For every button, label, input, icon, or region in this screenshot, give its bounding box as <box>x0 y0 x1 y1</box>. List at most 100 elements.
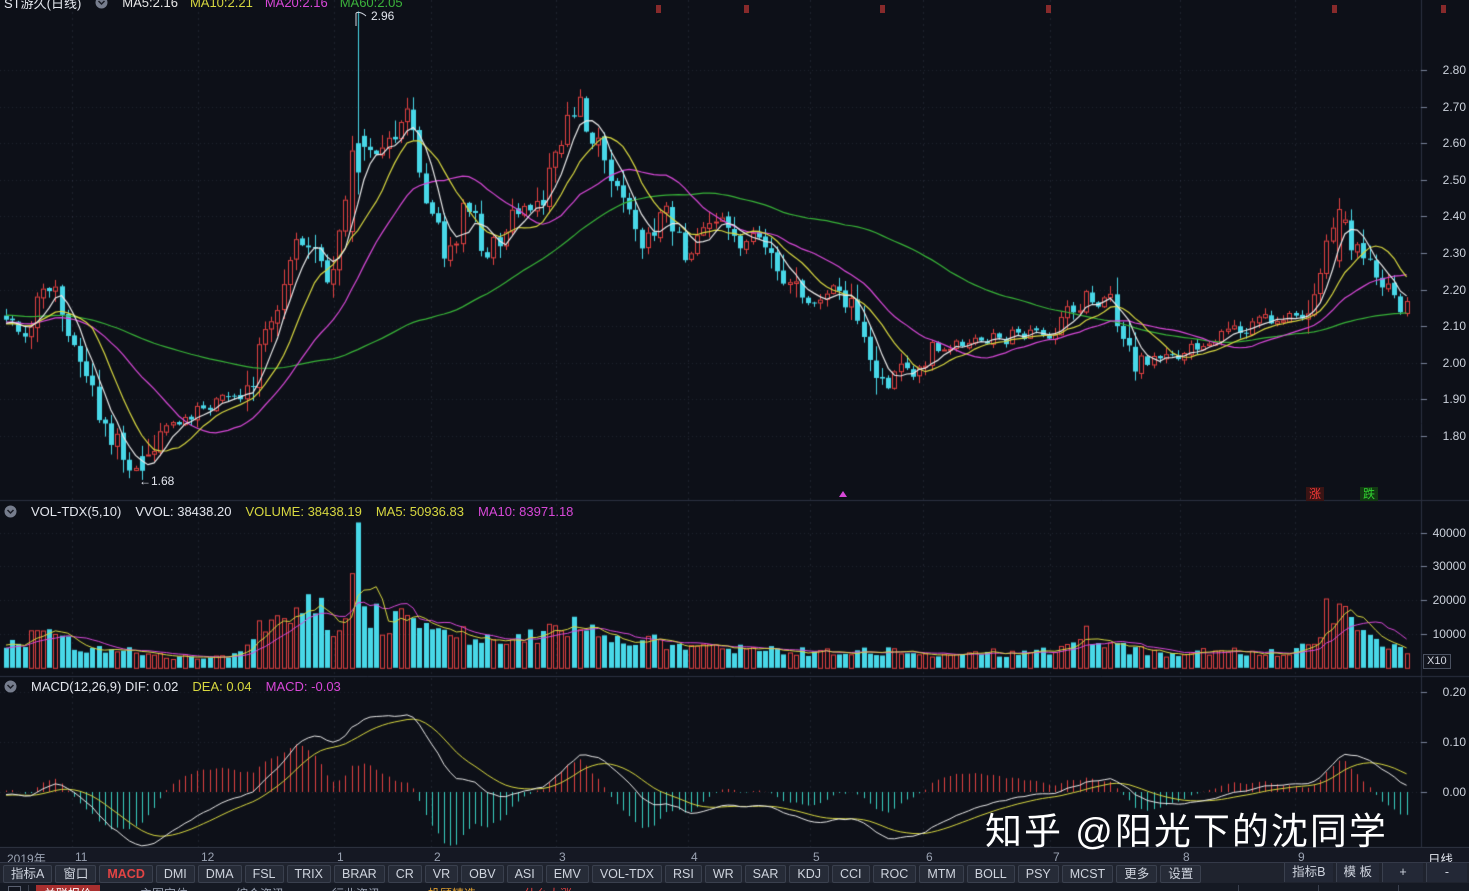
price-axis-label: 1.80 <box>1442 429 1466 443</box>
macd-axis-label: 0.20 <box>1442 685 1466 699</box>
rise-button[interactable]: 涨 <box>1306 487 1325 501</box>
macd-axis-label: 0.00 <box>1442 785 1466 799</box>
event-marker-icon <box>839 491 847 497</box>
stock-title: ST游久(日线) <box>4 0 82 11</box>
date-axis-label: 9 <box>1298 850 1305 864</box>
date-axis-label: 11 <box>75 850 88 864</box>
main-pane-header: ST游久(日线) MA5:2.16 MA10:2.21 MA20:2.16 MA60:… <box>4 0 403 12</box>
bottom-tab-关联报价[interactable]: 关联报价 <box>36 885 101 891</box>
high-arrow-icon <box>352 9 370 32</box>
ma-label: MA60:2.05 <box>339 0 403 10</box>
clipped-event-mark-icon <box>744 5 749 13</box>
indicator-button-fsl[interactable]: FSL <box>244 864 284 883</box>
macd-pane-header: MACD(12,26,9) DIF: 0.02 DEA: 0.04 MACD: -0… <box>4 679 341 694</box>
zoom-in-button[interactable]: + <box>1382 863 1423 882</box>
candlestick-chart-canvas[interactable] <box>0 0 1469 848</box>
indicator-button-emv[interactable]: EMV <box>545 864 589 883</box>
indicator-button-cr[interactable]: CR <box>387 864 422 883</box>
indicator-button-roc[interactable]: ROC <box>872 864 917 883</box>
indicator-button-更多[interactable]: 更多 <box>1116 864 1158 883</box>
indicator-button-boll[interactable]: BOLL <box>966 864 1015 883</box>
macd-header-item: MACD(12,26,9) DIF: 0.02 <box>31 679 179 694</box>
date-axis-label: 1 <box>337 850 344 864</box>
ma-values: MA5:2.16 MA10:2.21 MA20:2.16 MA60:2.05 <box>122 0 402 10</box>
template-button[interactable]: 模 板 <box>1335 863 1379 882</box>
volume-header-item: MA10: 83971.18 <box>478 504 574 519</box>
indicator-button-dma[interactable]: DMA <box>197 864 242 883</box>
collapse-chevron-icon[interactable] <box>4 505 17 518</box>
bottom-tab-行业资讯[interactable]: 行业资讯 <box>324 885 388 891</box>
indicator-button-psy[interactable]: PSY <box>1017 864 1059 883</box>
indicator-button-窗口[interactable]: 窗口 <box>55 864 97 883</box>
period-low-annotation: ←1.68 <box>139 474 175 488</box>
indicator-button-kdj[interactable]: KDJ <box>789 864 829 883</box>
volume-pane-header: VOL-TDX(5,10) VVOL: 38438.20 VOLUME: 38438… <box>4 504 573 519</box>
indicator-button-brar[interactable]: BRAR <box>333 864 385 883</box>
toolbar-right-group: 指标B 模 板 + - <box>1281 863 1467 882</box>
indicator-button-trix[interactable]: TRIX <box>286 864 331 883</box>
divider <box>1238 885 1239 891</box>
indicator-button-obv[interactable]: OBV <box>461 864 504 883</box>
clipped-event-mark-icon <box>656 5 661 13</box>
macd-axis-label: 0.10 <box>1442 735 1466 749</box>
volume-header-item: VOL-TDX(5,10) <box>31 504 122 519</box>
indicator-button-mtm[interactable]: MTM <box>919 864 964 883</box>
volume-axis-label: 40000 <box>1432 525 1466 540</box>
indicator-toolbar: 指标A 窗口 MACD DMI DMA FSL TRIX BRAR CR VR OBV ASI EMV V… <box>0 862 1469 884</box>
indicator-button-wr[interactable]: WR <box>704 864 742 883</box>
indicator-button-asi[interactable]: ASI <box>506 864 543 883</box>
price-axis-label: 2.50 <box>1442 172 1466 187</box>
bottom-tab-投顾精选[interactable]: 投顾精选 <box>420 885 484 891</box>
date-axis-label: 12 <box>201 850 215 864</box>
date-axis-label: 4 <box>691 850 698 864</box>
checkbox[interactable] <box>8 886 21 891</box>
price-axis-label: 2.80 <box>1442 63 1466 77</box>
macd-header-item: MACD: -0.03 <box>265 679 341 694</box>
indicator-button-sar[interactable]: SAR <box>744 864 787 883</box>
indicator-button-macd[interactable]: MACD <box>99 864 153 883</box>
date-axis-label: 2 <box>434 850 441 864</box>
clipped-event-mark-icon <box>1046 5 1051 13</box>
date-axis-label: 8 <box>1183 850 1190 864</box>
indicator-b-button[interactable]: 指标B <box>1284 863 1333 882</box>
ma-label: MA10:2.21 <box>189 0 253 10</box>
price-axis-label: 2.20 <box>1442 282 1466 297</box>
clipped-event-mark-icon <box>1441 5 1446 13</box>
indicator-button-vr[interactable]: VR <box>424 864 459 883</box>
period-high-annotation: 2.96 <box>371 9 395 23</box>
price-axis-label: 2.10 <box>1442 319 1466 334</box>
bottom-tab-综合资讯[interactable]: 综合资讯 <box>228 885 292 891</box>
fall-button[interactable]: 跌 <box>1360 487 1379 501</box>
bottom-tab-主图定位[interactable]: 主图定位 <box>132 885 196 891</box>
ma-label: MA5:2.16 <box>122 0 178 10</box>
volume-header-values: VOL-TDX(5,10) VVOL: 38438.20 VOLUME: 38438… <box>31 504 573 519</box>
volume-header-item: VOLUME: 38438.19 <box>245 504 362 519</box>
indicator-button-vol-tdx[interactable]: VOL-TDX <box>591 864 662 883</box>
volume-unit-label: X10 <box>1423 654 1451 669</box>
price-axis-label: 2.30 <box>1442 246 1466 260</box>
clipped-event-mark-icon <box>1332 5 1337 13</box>
collapse-chevron-icon[interactable] <box>4 680 17 693</box>
indicator-button-指标a[interactable]: 指标A <box>3 864 53 883</box>
collapse-chevron-icon[interactable] <box>95 0 108 9</box>
indicator-button-dmi[interactable]: DMI <box>155 864 195 883</box>
date-axis-label: 7 <box>1053 850 1060 864</box>
macd-header-values: MACD(12,26,9) DIF: 0.02 DEA: 0.04 MACD: -0… <box>31 679 341 694</box>
zoom-out-button[interactable]: - <box>1426 863 1467 882</box>
indicator-button-设置[interactable]: 设置 <box>1160 864 1202 883</box>
date-axis-label: 5 <box>813 850 820 864</box>
indicator-button-cci[interactable]: CCI <box>832 864 870 883</box>
price-axis-label: 2.40 <box>1442 209 1466 224</box>
date-axis-label: 3 <box>559 850 566 864</box>
indicator-button-rsi[interactable]: RSI <box>665 864 702 883</box>
indicator-button-mcst[interactable]: MCST <box>1061 864 1114 883</box>
price-axis-label: 2.60 <box>1442 136 1466 151</box>
clipped-event-mark-icon <box>880 5 885 13</box>
divider <box>1318 885 1319 891</box>
price-axis-label: 2.00 <box>1442 355 1466 370</box>
divider <box>28 885 29 891</box>
volume-axis-label: 20000 <box>1432 593 1466 608</box>
bottom-tab-什么大涨[interactable]: 什么大涨 <box>516 885 580 891</box>
volume-axis-label: 30000 <box>1432 559 1466 574</box>
volume-axis-label: 10000 <box>1432 627 1466 641</box>
